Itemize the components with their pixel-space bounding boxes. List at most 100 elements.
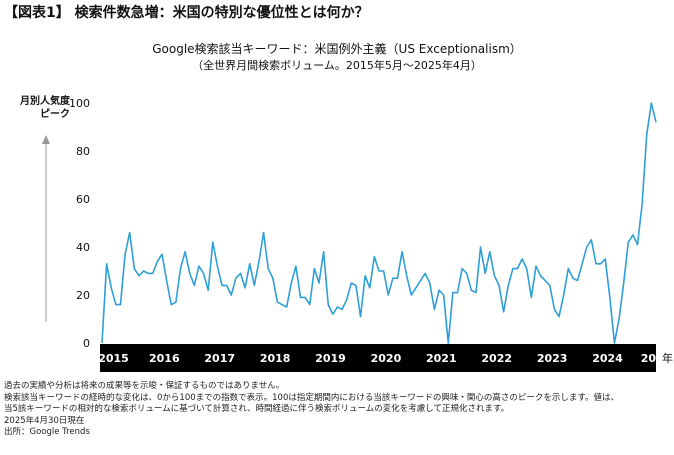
data-point	[161, 253, 163, 255]
data-point	[258, 260, 260, 262]
data-point	[170, 304, 172, 306]
data-point	[290, 282, 292, 284]
x-tick-label: 2017	[204, 352, 235, 365]
data-point	[249, 263, 251, 265]
x-tick-label: 2023	[537, 352, 568, 365]
data-point	[447, 342, 449, 344]
data-point	[276, 301, 278, 303]
data-point	[595, 263, 597, 265]
y-tick-label: 40	[76, 241, 90, 254]
data-point	[253, 284, 255, 286]
data-point	[387, 294, 389, 296]
data-point	[567, 268, 569, 270]
data-point	[101, 342, 103, 344]
footnote: 2025年4月30日現在	[4, 415, 85, 426]
chart-plot: 0 20 40 60 80 100 2015 2016 2017 2018 2019 2020 202…	[42, 97, 673, 372]
data-point	[521, 258, 523, 260]
data-point	[281, 304, 283, 306]
footnote: 当5該キーワードの相対的な検索ボリュームに基づいて計算され、時間経過に伴う検索ボ…	[4, 404, 510, 414]
data-point	[221, 284, 223, 286]
data-point	[544, 280, 546, 282]
data-point	[346, 299, 348, 301]
data-point	[350, 282, 352, 284]
chart-subtitle: （全世界月間検索ボリューム。2015年5月～2025年4月）	[192, 59, 482, 72]
data-point	[203, 272, 205, 274]
data-point	[110, 287, 112, 289]
data-point	[133, 268, 135, 270]
data-point	[341, 308, 343, 310]
data-point	[147, 272, 149, 274]
data-point	[461, 268, 463, 270]
data-point	[240, 272, 242, 274]
data-point	[466, 272, 468, 274]
data-point	[184, 251, 186, 253]
x-tick-label: 2016	[149, 352, 180, 365]
data-point	[632, 234, 634, 236]
y-axis-arrowhead	[42, 135, 50, 144]
data-point	[553, 308, 555, 310]
footnote: 過去の実績や分析は将来の成果等を示唆・保証するものではありません。	[4, 381, 285, 391]
data-point	[230, 294, 232, 296]
data-point	[433, 308, 435, 310]
data-point	[586, 246, 588, 248]
data-point	[267, 268, 269, 270]
data-point	[590, 239, 592, 241]
data-point	[637, 244, 639, 246]
data-point	[313, 268, 315, 270]
data-point	[604, 258, 606, 260]
data-point	[507, 284, 509, 286]
data-point	[212, 241, 214, 243]
data-point	[360, 316, 362, 318]
data-point	[309, 304, 311, 306]
data-point	[438, 289, 440, 291]
data-point	[295, 265, 297, 267]
data-point	[623, 282, 625, 284]
data-point	[498, 284, 500, 286]
series-points	[101, 102, 657, 344]
data-point	[143, 270, 145, 272]
data-point	[526, 268, 528, 270]
data-point	[489, 251, 491, 253]
x-axis: 2015 2016 2017 2018 2019 2020 2021 2022 2023 2024…	[98, 352, 671, 365]
data-point	[452, 292, 454, 294]
y-tick-label: 20	[76, 289, 90, 302]
data-point	[198, 265, 200, 267]
data-point	[373, 256, 375, 258]
x-tick-label: 2020	[371, 352, 402, 365]
data-point	[332, 313, 334, 315]
data-point	[406, 275, 408, 277]
x-tick-label: 2021	[426, 352, 457, 365]
data-point	[503, 311, 505, 313]
data-point	[618, 318, 620, 320]
data-point	[226, 284, 228, 286]
data-point	[401, 251, 403, 253]
data-point	[355, 284, 357, 286]
data-point	[166, 280, 168, 282]
data-point	[646, 133, 648, 135]
x-tick-label: 2022	[481, 352, 512, 365]
x-tick-label: 2015	[98, 352, 129, 365]
data-point	[193, 284, 195, 286]
data-point	[609, 296, 611, 298]
data-point	[480, 246, 482, 248]
data-point	[577, 280, 579, 282]
x-tick-label: 2019	[315, 352, 346, 365]
data-point	[383, 270, 385, 272]
data-point	[152, 272, 154, 274]
x-tick-label: 2018	[260, 352, 291, 365]
data-point	[272, 277, 274, 279]
data-point	[300, 296, 302, 298]
page-title: 【図表1】 検索件数急増：米国の特別な優位性とは何か？	[4, 5, 369, 21]
y-tick-label: 100	[69, 97, 90, 110]
data-point	[581, 263, 583, 265]
data-point	[124, 253, 126, 255]
series-line	[101, 102, 657, 344]
data-point	[420, 280, 422, 282]
data-point	[396, 277, 398, 279]
data-point	[336, 306, 338, 308]
data-point	[572, 277, 574, 279]
data-point	[443, 294, 445, 296]
x-axis-label: 年	[662, 351, 673, 365]
data-point	[429, 282, 431, 284]
footnote: 出所：Google Trends	[4, 427, 90, 437]
